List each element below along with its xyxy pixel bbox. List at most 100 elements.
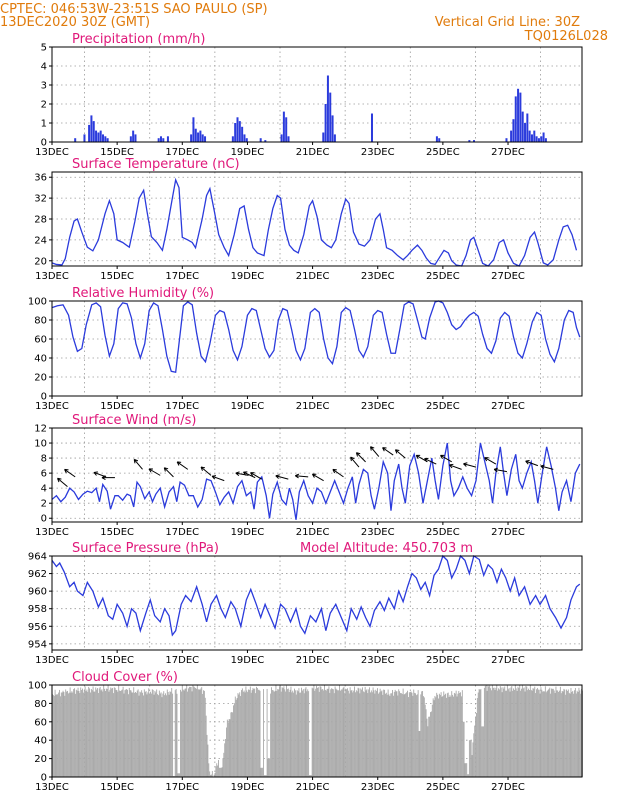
wind-arrow [332, 468, 344, 478]
precip-bar [88, 124, 91, 142]
cloud-bar [263, 689, 265, 777]
cloud-bar [343, 686, 345, 777]
cloud-bar [57, 694, 59, 777]
cloud-bar [142, 692, 143, 777]
cloud-bar [191, 691, 193, 777]
cloud-bar [377, 693, 379, 777]
cloud-bar [512, 690, 514, 777]
x-tick-label: 25DEC [426, 655, 460, 666]
cloud-bar [433, 700, 435, 777]
x-tick-label: 27DEC [491, 782, 525, 793]
cloud-bar [309, 775, 310, 777]
cloud-bar [86, 689, 88, 777]
cloud-bar [205, 715, 207, 777]
cloud-bar [576, 690, 578, 777]
cloud-bar [465, 763, 467, 777]
cloud-bar [577, 692, 579, 777]
cloud-bar [387, 689, 389, 777]
cloud-bar [170, 691, 172, 777]
cloud-bar [164, 695, 166, 777]
cloud-bar [328, 686, 330, 777]
cloud-bar [479, 689, 481, 777]
x-tick-label: 23DEC [361, 401, 395, 412]
cloud-bar [131, 692, 133, 777]
cloud-bar [483, 726, 484, 777]
cloud-bar [566, 689, 567, 777]
cloud-bar [443, 691, 445, 777]
cloud-bar [239, 692, 241, 777]
cloud-bar [234, 696, 236, 777]
cloud-bar [98, 688, 100, 777]
precip-bar [542, 132, 545, 142]
precip-bar [190, 134, 193, 142]
cloud-bar [408, 692, 410, 777]
wind-arrow [382, 447, 394, 456]
cloud-bar [476, 698, 478, 777]
cloud-bar [502, 687, 504, 777]
cloud-bar [307, 689, 309, 777]
cloud-bar [130, 690, 132, 777]
cloud-bar [279, 686, 280, 777]
cloud-bar [541, 689, 543, 777]
cloud-bar [268, 758, 270, 777]
cloud-bar [461, 690, 463, 777]
cloud-bar [165, 695, 167, 777]
precip-bar [245, 138, 248, 142]
cloud-bar [510, 687, 512, 777]
cloud-bar [421, 691, 423, 777]
cloud-bar [69, 687, 71, 777]
cloud-bar [386, 694, 388, 777]
cloud-bar [238, 694, 240, 777]
panel-precip: 0 1 2 3 4 5 13DEC 15DEC 17DEC 19DEC 21DEC 23DEC 25DE… [35, 32, 583, 158]
cloud-bar [204, 697, 206, 777]
cloud-bar [251, 690, 253, 777]
cloud-bar [125, 689, 127, 777]
cloud-bar [176, 693, 178, 777]
cloud-bar [257, 689, 259, 777]
cloud-bar [489, 685, 491, 777]
cloud-bar [570, 688, 572, 777]
x-tick-label: 21DEC [296, 401, 330, 412]
cloud-bar [410, 691, 412, 777]
cloud-bar [560, 693, 562, 777]
cloud-bar [540, 687, 542, 777]
precip-bar [329, 92, 332, 142]
cloud-bar [107, 685, 109, 777]
cloud-bar [430, 711, 432, 777]
cloud-bar [166, 689, 168, 777]
cloud-bar [403, 694, 405, 777]
cloud-bar [438, 693, 440, 777]
cloud-bar [210, 774, 212, 777]
wind-arrow [176, 461, 189, 470]
cloud-bar [432, 698, 434, 777]
cloud-bar [310, 775, 312, 777]
y-tick-label: 956 [28, 622, 47, 633]
cloud-bar [70, 692, 72, 777]
cloud-bar [453, 692, 455, 777]
x-tick-label: 21DEC [296, 271, 330, 282]
precip-bar [530, 134, 533, 142]
cloud-bar [67, 693, 69, 777]
y-tick-label: 60 [34, 335, 47, 346]
cloud-bar [527, 690, 529, 777]
precip-bar [194, 128, 197, 142]
cloud-bar [564, 689, 566, 777]
x-tick-label: 17DEC [165, 655, 199, 666]
precip-bar [331, 115, 334, 142]
cloud-bar [415, 695, 417, 777]
cloud-bar [499, 686, 501, 777]
x-tick-label: 19DEC [231, 271, 265, 282]
cloud-bar [313, 685, 315, 777]
x-tick-label: 13DEC [35, 782, 69, 793]
cloud-bar [222, 758, 224, 777]
cloud-bar [452, 694, 454, 777]
y-tick-label: 24 [34, 235, 47, 246]
cloud-bar [85, 691, 87, 777]
cloud-bar [394, 689, 396, 777]
cloud-bar [547, 689, 549, 777]
cloud-bar [488, 686, 490, 777]
cloud-bar [89, 692, 91, 777]
cloud-bar [237, 693, 239, 777]
wind-arrow [369, 446, 380, 457]
cloud-bar [548, 688, 550, 777]
